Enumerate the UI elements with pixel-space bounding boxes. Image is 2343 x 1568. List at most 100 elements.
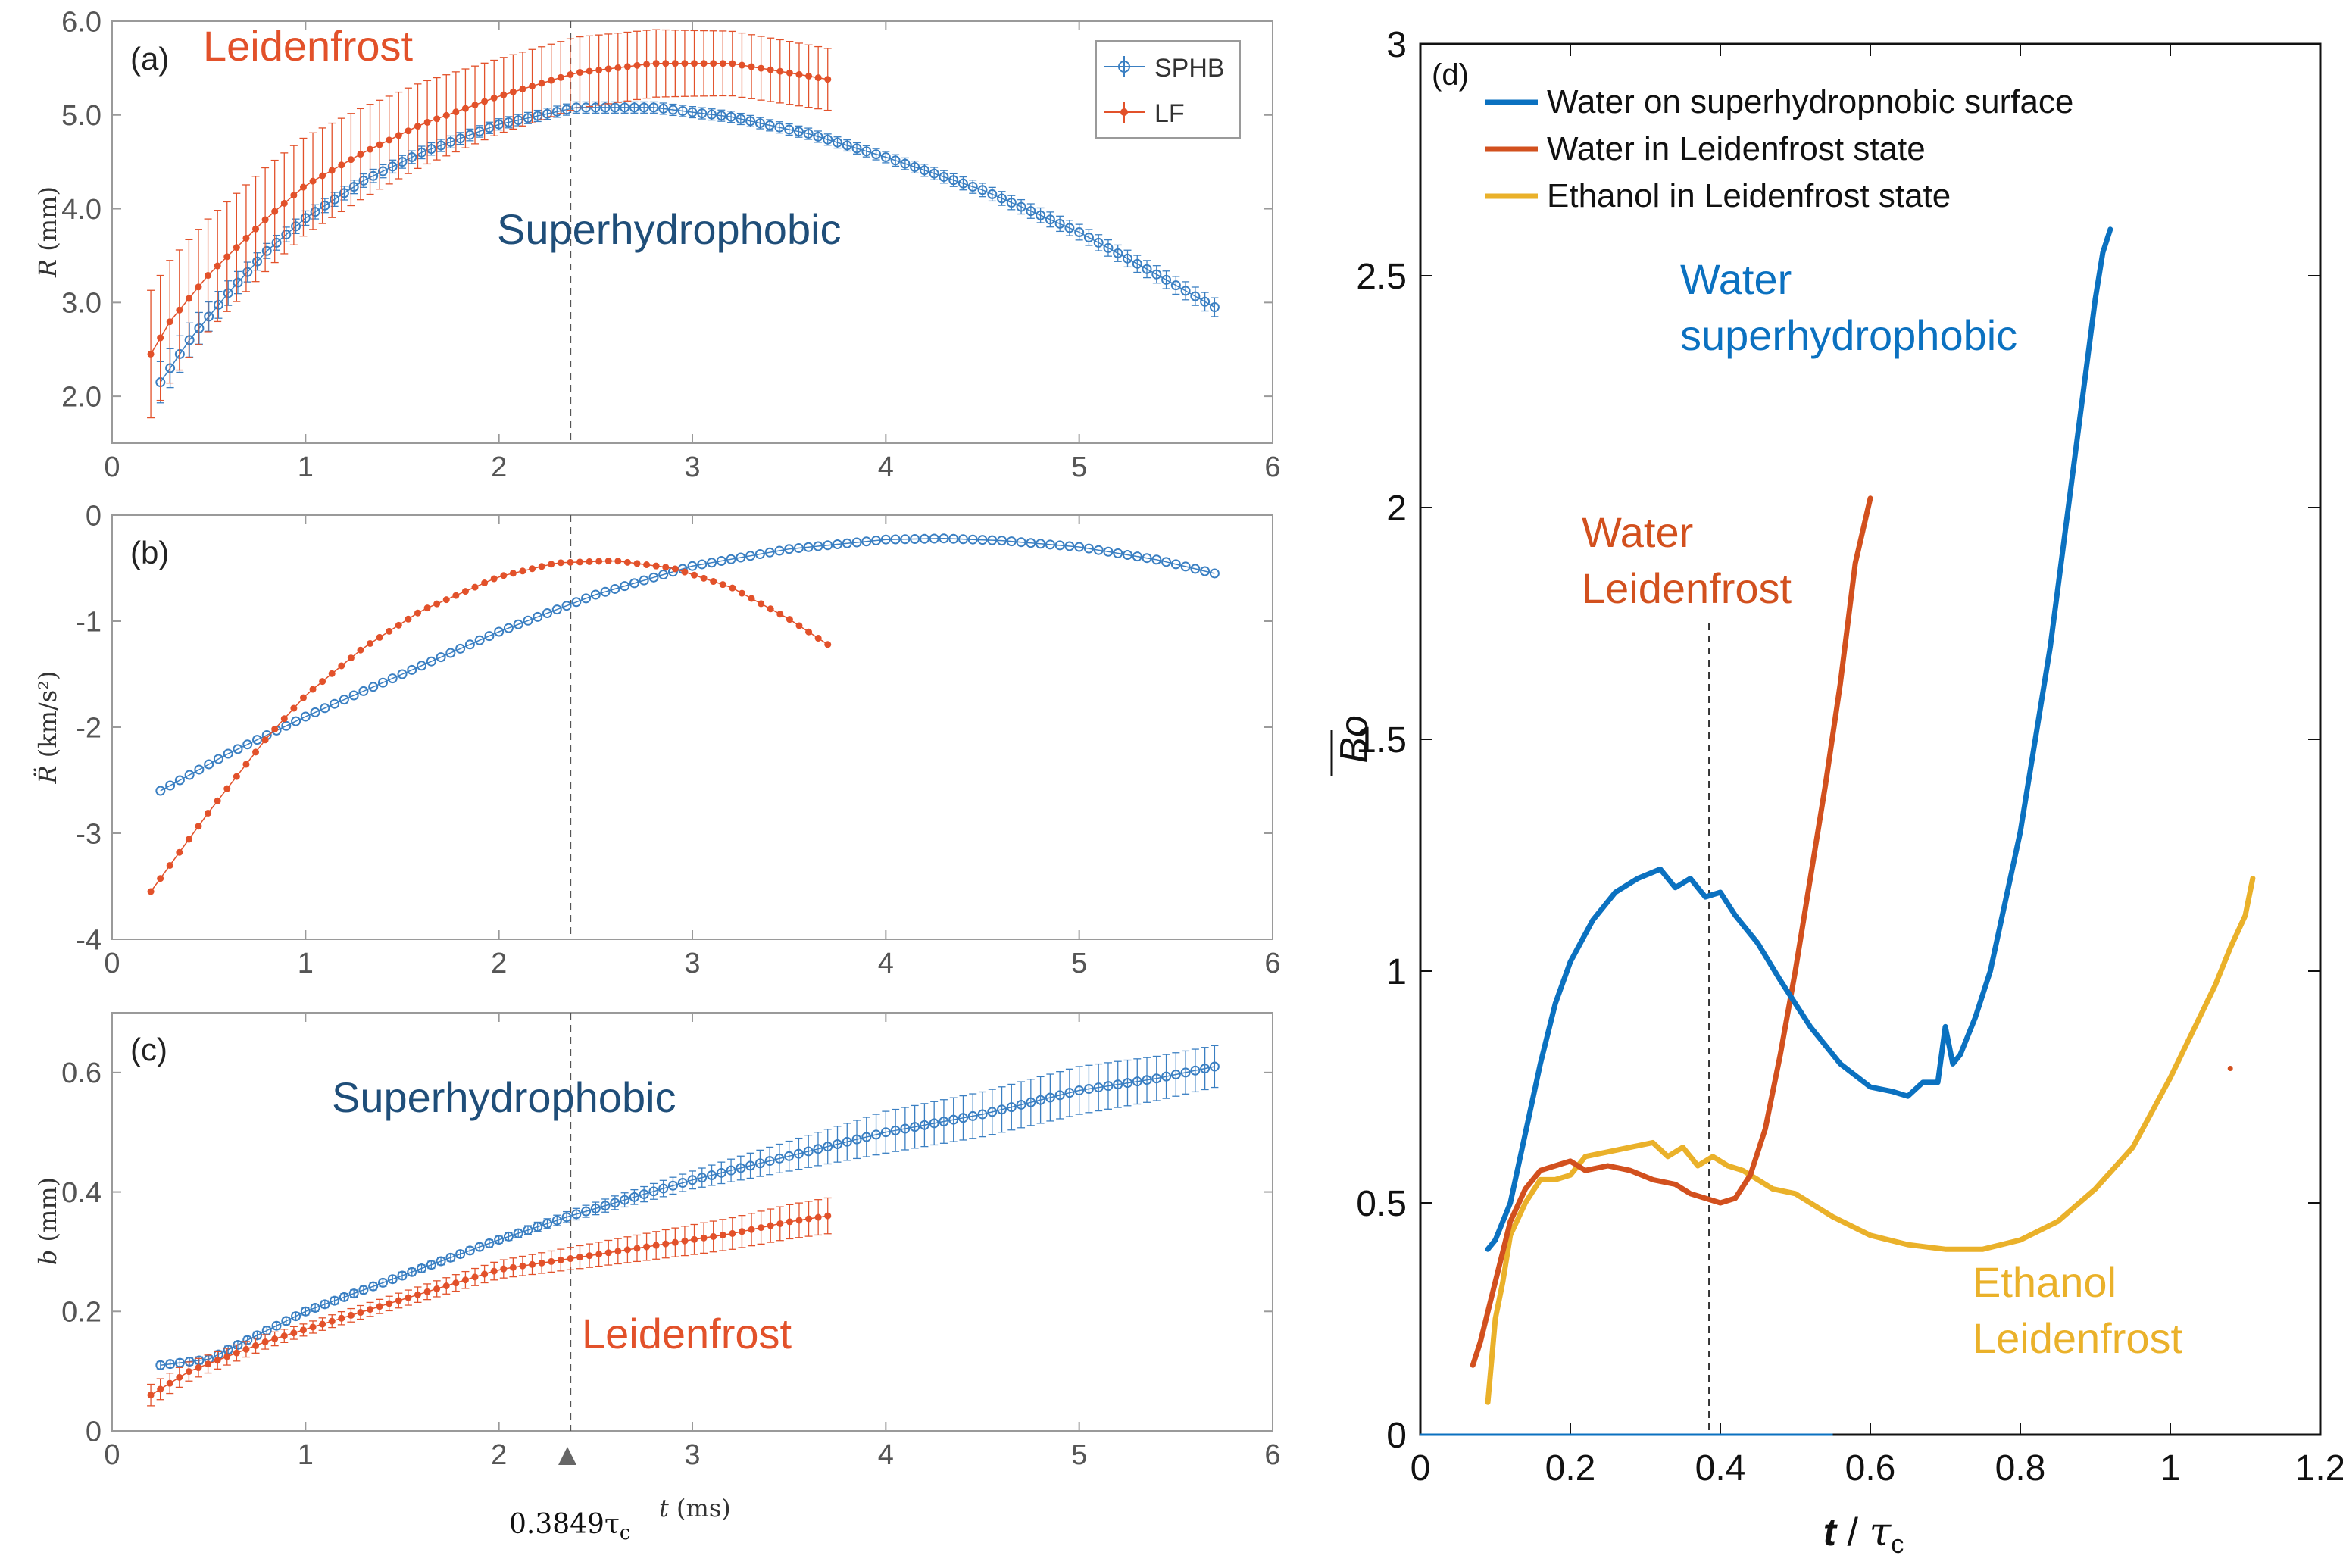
lf-data-point (195, 1364, 202, 1372)
sphb-data-point (194, 764, 205, 775)
x-tick-label: 0.4 (1695, 1448, 1746, 1488)
sphb-data-point (967, 1110, 978, 1121)
lf-data-point (595, 66, 603, 73)
y-tick-label: 2 (1386, 489, 1407, 529)
panel-d-annotation-ethanol-leidenfrost: Ethanol Leidenfrost (1973, 1258, 2183, 1362)
sphb-data-point (1074, 227, 1085, 237)
sphb-data-point (1016, 537, 1026, 548)
sphb-data-point (484, 1238, 495, 1248)
lf-data-point (433, 1285, 441, 1292)
lf-data-point (223, 785, 231, 792)
lf-data-point (376, 1303, 383, 1310)
lf-data-point (299, 183, 307, 191)
x-tick-label: 6 (1264, 1439, 1280, 1471)
lf-data-point (500, 572, 508, 579)
lf-data-point (166, 861, 173, 869)
lf-data-point (519, 1262, 526, 1270)
lf-data-point (338, 161, 345, 169)
sphb-data-point (639, 1189, 649, 1200)
sphb-data-point (736, 1163, 746, 1173)
lf-data-point (776, 67, 784, 75)
lf-data-point (442, 1282, 450, 1290)
sphb-data-point (261, 245, 272, 256)
sphb-data-point (639, 102, 649, 113)
lf-data-point (500, 91, 508, 98)
lf-data-point (567, 558, 574, 566)
sphb-data-point (677, 1178, 688, 1188)
sphb-data-point (648, 1186, 659, 1197)
sphb-data-point (339, 1292, 349, 1302)
lf-data-point (700, 574, 708, 582)
sphb-data-point (174, 1357, 185, 1368)
sphb-data-point (1045, 539, 1055, 550)
sphb-data-point (291, 716, 301, 726)
sphb-data-point (667, 1180, 678, 1191)
sphb-data-point (997, 1104, 1007, 1115)
sphb-data-point (1054, 540, 1065, 551)
sphb-data-point (793, 127, 804, 137)
sphb-data-point (1103, 546, 1114, 557)
lf-data-point (776, 1220, 784, 1227)
sphb-data-point (851, 537, 862, 548)
sphb-data-point (291, 1311, 301, 1322)
lf-data-point (252, 225, 260, 233)
sphb-data-point (977, 1109, 988, 1120)
lf-data-point (776, 611, 784, 618)
lf-data-point (471, 102, 479, 109)
sphb-data-point (687, 561, 698, 571)
sphb-data-point (387, 673, 398, 684)
sphb-data-point (861, 536, 872, 547)
sphb-data-point (764, 120, 775, 130)
sphb-data-point (610, 1198, 620, 1208)
sphb-data-point (987, 1107, 998, 1117)
sphb-data-point (348, 182, 359, 192)
sphb-data-point (387, 161, 398, 172)
lf-data-point (604, 65, 612, 73)
lf-data-point (614, 1248, 622, 1255)
sphb-data-point (977, 185, 988, 195)
sphb-data-point (813, 131, 823, 142)
lf-data-point (538, 80, 545, 87)
sphb-data-point (252, 256, 262, 267)
sphb-data-point (542, 1218, 552, 1229)
sphb-data-point (716, 555, 726, 566)
panel-d-annotation-water-leidenfrost: Water Leidenfrost (1582, 508, 1792, 612)
sphb-data-point (213, 299, 223, 310)
sphb-data-point (967, 534, 978, 545)
sphb-data-point (1170, 559, 1181, 570)
sphb-data-point (871, 149, 882, 160)
sphb-data-point (368, 1281, 379, 1292)
sphb-data-point (833, 137, 842, 148)
x-tick-label: 1 (298, 451, 314, 483)
sphb-data-point (1170, 280, 1181, 291)
sphb-data-point (1142, 1075, 1152, 1085)
lf-data-point (576, 558, 583, 566)
sphb-data-point (754, 549, 765, 560)
sphb-data-point (716, 111, 726, 121)
sphb-data-point (629, 102, 639, 113)
sphb-data-point (697, 108, 708, 119)
sphb-data-point (1113, 548, 1123, 558)
sphb-data-point (687, 107, 698, 117)
sphb-data-point (1006, 536, 1017, 547)
lf-data-point (614, 558, 622, 565)
sphb-data-point (155, 1360, 166, 1370)
sphb-data-point (436, 1256, 446, 1267)
lf-data-point (261, 736, 269, 744)
sphb-data-point (880, 534, 891, 545)
lf-data-point (242, 1345, 250, 1353)
sphb-data-point (610, 583, 620, 594)
sphb-data-point (1036, 1095, 1046, 1105)
lf-data-point (758, 64, 765, 72)
sphb-data-point (377, 677, 388, 688)
sphb-data-point (300, 213, 311, 223)
sphb-data-point (1142, 553, 1152, 564)
x-tick-label: 6 (1264, 451, 1280, 483)
sphb-data-point (281, 1316, 292, 1326)
lf-data-point (280, 715, 288, 723)
lf-data-point (814, 74, 822, 82)
sphb-data-point (707, 558, 717, 568)
sphb-data-point (571, 597, 582, 608)
x-tick-label: 2 (491, 1439, 507, 1471)
sphb-data-point (1123, 550, 1132, 560)
